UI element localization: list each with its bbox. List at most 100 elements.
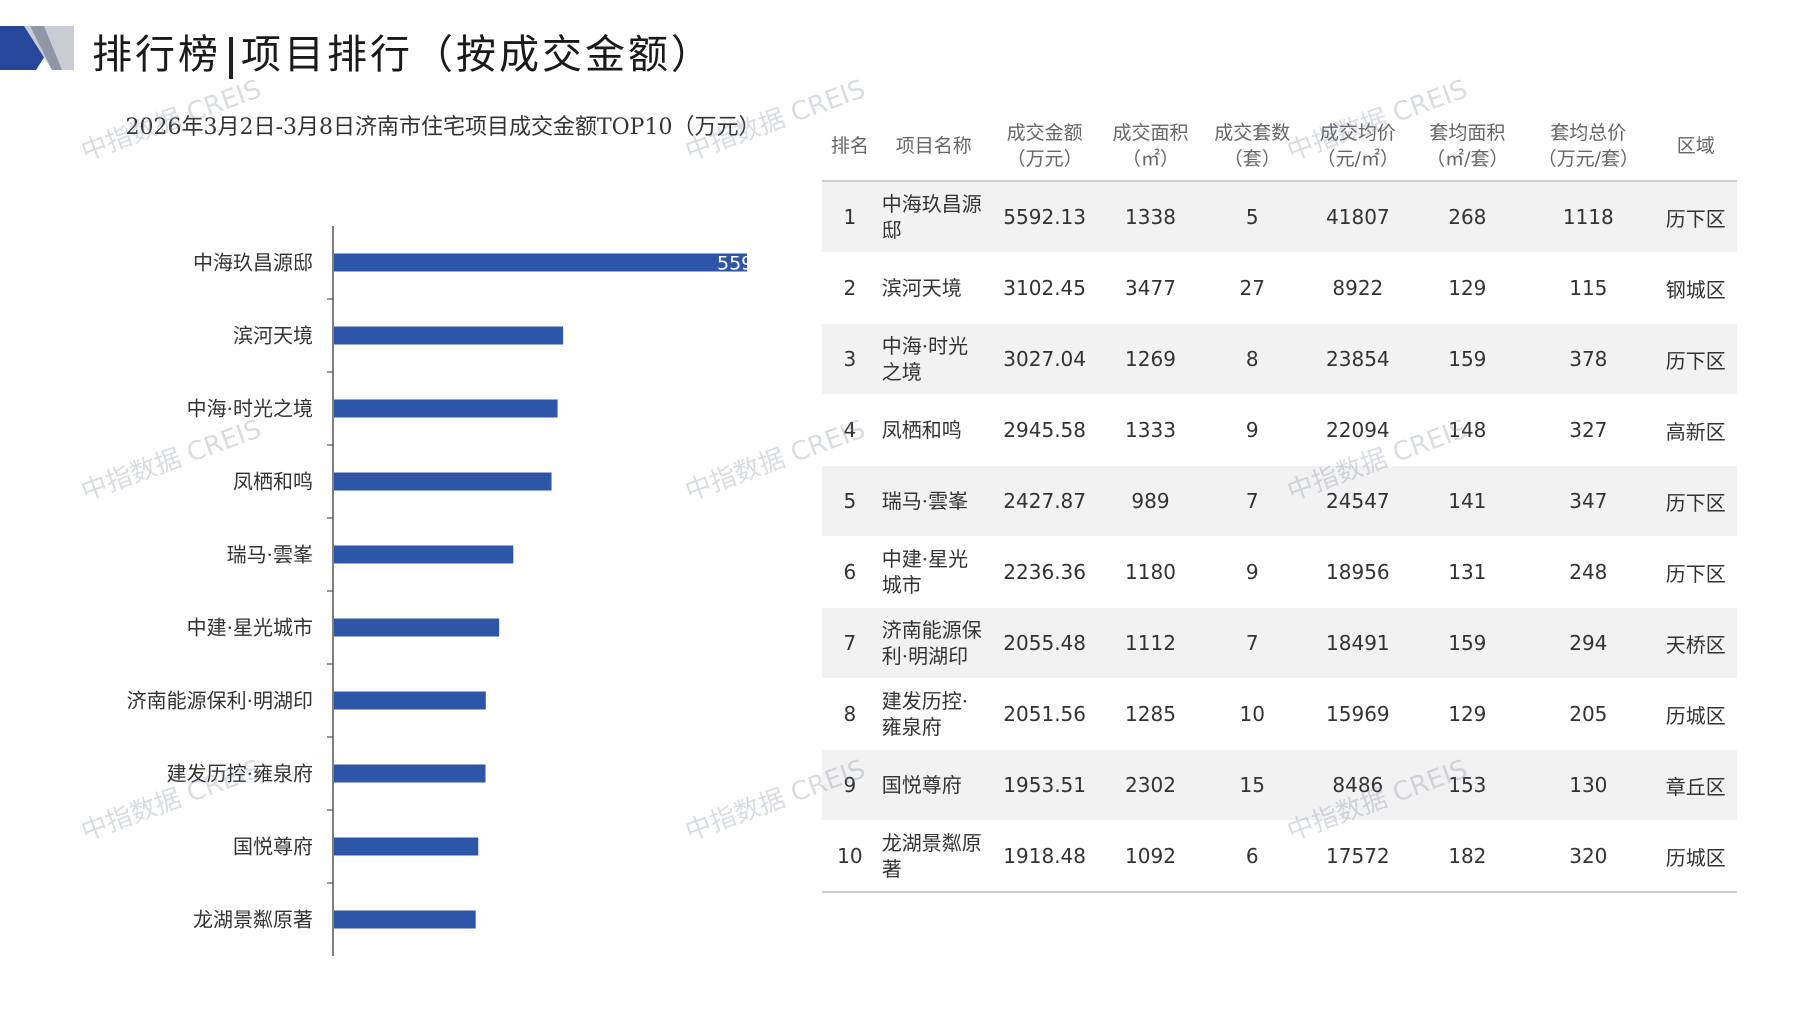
column-header: 套均面积 （㎡/套）	[1412, 112, 1523, 182]
category-label: 国悦尊府	[233, 835, 313, 859]
table-cell: 989	[1099, 465, 1202, 537]
table-cell: 378	[1522, 323, 1655, 395]
table-cell: 8486	[1303, 749, 1413, 821]
table-cell: 15969	[1303, 678, 1413, 750]
table-cell: 5592.13	[989, 181, 1100, 253]
table-row: 6 中建·星光城市 2236.36 1180 9 18956 131 248 历下区	[822, 536, 1737, 608]
category-label: 建发历控·雍泉府	[167, 762, 313, 786]
table-cell: 1285	[1099, 678, 1202, 750]
column-header: 排名	[822, 112, 878, 182]
table-cell: 18956	[1303, 536, 1413, 608]
table-cell: 24547	[1303, 465, 1413, 537]
table-row: 4 凤栖和鸣 2945.58 1333 9 22094 148 327 高新区	[822, 394, 1737, 466]
table-cell: 1112	[1099, 607, 1202, 679]
table-cell: 国悦尊府	[877, 749, 990, 821]
table-cell: 327	[1522, 394, 1655, 466]
column-header: 成交套数 （套）	[1201, 112, 1304, 182]
category-label: 瑞马·雲峯	[227, 543, 313, 567]
category-label: 中建·星光城市	[187, 616, 313, 640]
table-cell: 4	[822, 394, 878, 466]
column-header: 项目名称	[877, 112, 990, 182]
bar	[334, 326, 564, 345]
table-row: 2 滨河天境 3102.45 3477 27 8922 129 115 钢城区	[822, 252, 1737, 324]
table-cell: 1333	[1099, 394, 1202, 466]
table-header-row: 排名 项目名称 成交金额 （万元） 成交面积 （㎡） 成交套数 （套） 成交均价 （元/㎡） 套均面…	[822, 112, 1737, 182]
table-cell: 建发历控·雍泉府	[877, 678, 990, 750]
table-cell: 205	[1522, 678, 1655, 750]
table-row: 1 中海玖昌源邸 5592.13 1338 5 41807 268 1118 历下区	[822, 181, 1737, 253]
table-cell: 2051.56	[989, 678, 1100, 750]
table-cell: 历城区	[1654, 678, 1737, 750]
bar	[334, 910, 476, 929]
category-label: 济南能源保利·明湖印	[127, 689, 313, 713]
table-cell: 10	[822, 820, 878, 893]
table-cell: 8	[822, 678, 878, 750]
table-row: 9 国悦尊府 1953.51 2302 15 8486 153 130 章丘区	[822, 749, 1737, 821]
table-cell: 3102.45	[989, 252, 1100, 324]
table-cell: 6	[1201, 820, 1304, 893]
table-cell: 历下区	[1654, 323, 1737, 395]
table-row: 7 济南能源保利·明湖印 2055.48 1112 7 18491 159 294 天桥区	[822, 607, 1737, 679]
table-cell: 7	[822, 607, 878, 679]
table-cell: 15	[1201, 749, 1304, 821]
table-cell: 248	[1522, 536, 1655, 608]
table-cell: 中海玖昌源邸	[877, 181, 990, 253]
table-cell: 41807	[1303, 181, 1413, 253]
table-cell: 3477	[1099, 252, 1202, 324]
column-header: 套均总价 （万元/套）	[1522, 112, 1655, 182]
column-header: 成交均价 （元/㎡）	[1303, 112, 1413, 182]
table-cell: 1180	[1099, 536, 1202, 608]
table-row: 3 中海·时光之境 3027.04 1269 8 23854 159 378 历下区	[822, 323, 1737, 395]
table-cell: 141	[1412, 465, 1523, 537]
table-cell: 凤栖和鸣	[877, 394, 990, 466]
table-cell: 高新区	[1654, 394, 1737, 466]
header-decoration	[0, 26, 74, 70]
table-cell: 182	[1412, 820, 1523, 893]
table-cell: 159	[1412, 323, 1523, 395]
table-cell: 6	[822, 536, 878, 608]
table-cell: 130	[1522, 749, 1655, 821]
page-title-left: 排行榜	[92, 32, 221, 78]
table-cell: 1	[822, 181, 878, 253]
table-cell: 历下区	[1654, 536, 1737, 608]
table-cell: 3	[822, 323, 878, 395]
bar	[334, 472, 552, 491]
column-header: 区域	[1654, 112, 1737, 182]
table-cell: 9	[1201, 536, 1304, 608]
page-title-right: 项目排行（按成交金额）	[241, 32, 714, 78]
table-cell: 153	[1412, 749, 1523, 821]
category-label: 凤栖和鸣	[233, 470, 313, 494]
table-cell: 历下区	[1654, 465, 1737, 537]
category-label: 滨河天境	[233, 324, 313, 348]
category-label: 中海·时光之境	[187, 397, 313, 421]
table-cell: 2	[822, 252, 878, 324]
table-cell: 中建·星光城市	[877, 536, 990, 608]
table-cell: 1918.48	[989, 820, 1100, 893]
table-cell: 347	[1522, 465, 1655, 537]
ranking-table: 排名 项目名称 成交金额 （万元） 成交面积 （㎡） 成交套数 （套） 成交均价 （元/㎡） 套均面…	[822, 112, 1737, 893]
table-cell: 1269	[1099, 323, 1202, 395]
table-cell: 1092	[1099, 820, 1202, 893]
table-cell: 23854	[1303, 323, 1413, 395]
table-cell: 2302	[1099, 749, 1202, 821]
table-cell: 268	[1412, 181, 1523, 253]
table-cell: 129	[1412, 678, 1523, 750]
table-cell: 5	[822, 465, 878, 537]
table-cell: 龙湖景粼原著	[877, 820, 990, 893]
table-cell: 中海·时光之境	[877, 323, 990, 395]
table-cell: 9	[822, 749, 878, 821]
table-cell: 1338	[1099, 181, 1202, 253]
table-cell: 历下区	[1654, 181, 1737, 253]
table-cell: 2236.36	[989, 536, 1100, 608]
table-cell: 22094	[1303, 394, 1413, 466]
table-cell: 8	[1201, 323, 1304, 395]
table-cell: 2945.58	[989, 394, 1100, 466]
table-cell: 天桥区	[1654, 607, 1737, 679]
bar	[334, 764, 486, 783]
data-label-clip: 5592.13	[717, 253, 747, 275]
table-cell: 3027.04	[989, 323, 1100, 395]
table-cell: 9	[1201, 394, 1304, 466]
title-separator	[229, 37, 233, 79]
table-cell: 10	[1201, 678, 1304, 750]
table-cell: 320	[1522, 820, 1655, 893]
